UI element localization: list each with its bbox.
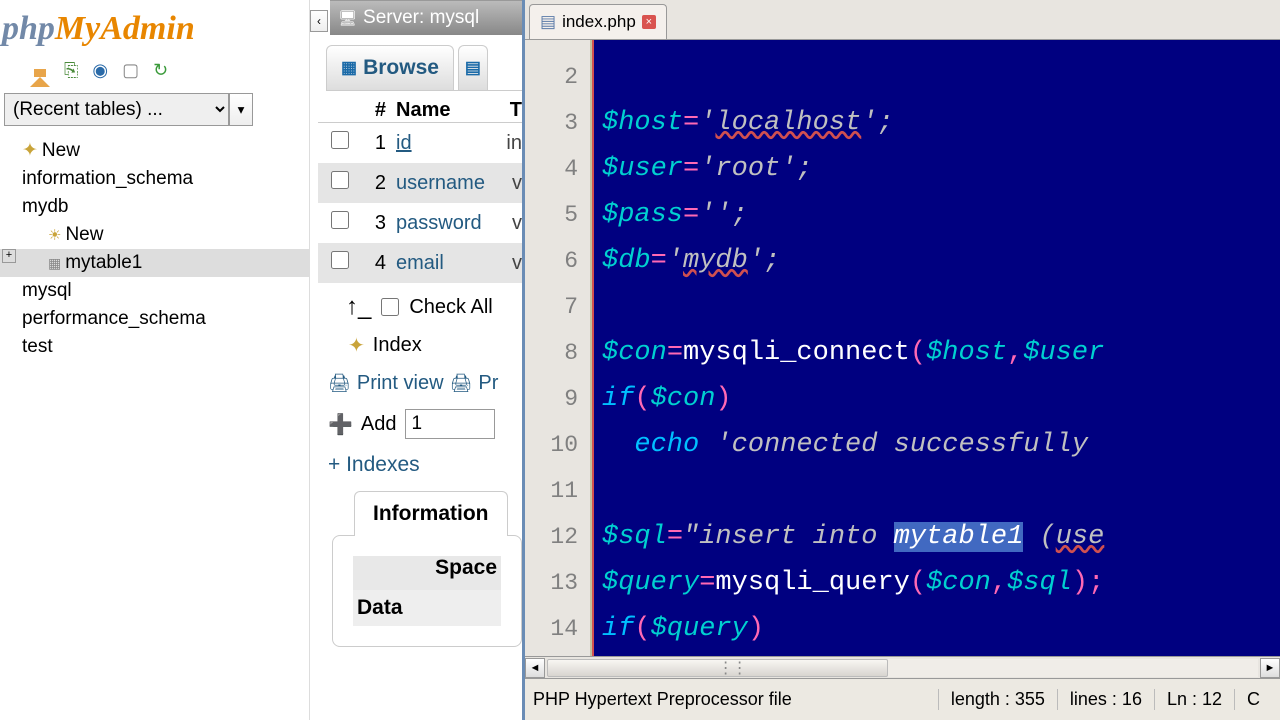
pma-main: ‹ 🖥 Server: mysql ▦ Browse ▤ # Name T 1 … [310,0,522,720]
check-all-checkbox[interactable] [381,298,399,316]
row-checkbox[interactable] [331,171,349,189]
browse-icon: ▦ [341,58,357,78]
row-checkbox[interactable] [331,131,349,149]
reload-icon[interactable]: ↻ [153,60,168,81]
col-num: # [362,99,392,122]
col-name[interactable]: Name [392,99,510,122]
tree-db-mydb[interactable]: mydb [0,193,309,221]
tree-db-test[interactable]: test [0,333,309,361]
recent-tables-select[interactable]: (Recent tables) ... [4,93,229,126]
row-name[interactable]: password [392,212,508,235]
col-type: T [510,99,522,122]
line-gutter: 234567891011121314 [525,40,592,656]
close-tab-icon[interactable]: × [642,15,656,29]
table-row: 3 password v [318,203,522,243]
arrow-up-icon: ↑_ [346,293,371,321]
code-editor: ▤ index.php × 234567891011121314 $host='… [522,0,1280,720]
editor-tabbar: ▤ index.php × [525,0,1280,40]
logo-admin: Admin [100,10,194,47]
row-num: 1 [362,132,392,155]
print2-icon: 🖨 [450,373,473,394]
row-num: 3 [362,212,392,235]
row-num: 4 [362,252,392,275]
row-num: 2 [362,172,392,195]
data-label: Data [353,590,501,626]
scroll-right-button[interactable]: ► [1260,658,1280,678]
php-file-icon: ▤ [540,12,556,32]
print-view-link[interactable]: Print view [357,372,444,395]
index-link[interactable]: Index [373,334,422,357]
tree-db-performance-schema[interactable]: performance_schema [0,305,309,333]
scroll-left-button[interactable]: ◄ [525,658,545,678]
pma-sidebar: phpMyAdmin ⎘ ◉ ▢ ↻ (Recent tables) ... ▾… [0,0,310,720]
row-name[interactable]: email [392,252,508,275]
pma-toolbar: ⎘ ◉ ▢ ↻ [0,56,309,89]
collapse-sidebar-button[interactable]: ‹ [310,10,328,32]
tree-db-mysql[interactable]: mysql [0,277,309,305]
row-type: v [508,172,522,195]
tree-expand-icon[interactable]: + [2,249,16,263]
tree-new[interactable]: ✦New [0,136,309,165]
logout-icon[interactable]: ⎘ [64,60,78,81]
add-count-input[interactable] [405,409,495,439]
docs-icon[interactable]: ▢ [122,60,139,81]
logo-php: php [2,10,55,47]
print-icon: 🖨 [328,373,351,394]
row-checkbox[interactable] [331,211,349,229]
status-length: length : 355 [938,689,1057,710]
recent-dropdown-button[interactable]: ▾ [229,93,253,126]
row-checkbox[interactable] [331,251,349,269]
information-tab[interactable]: Information [354,491,508,536]
horizontal-scrollbar[interactable]: ◄ ► [525,656,1280,678]
table-row: 4 email v [318,243,522,283]
index-icon: ✦ [348,333,365,358]
scroll-thumb[interactable] [547,659,888,677]
tab-next[interactable]: ▤ [458,45,488,90]
logo-my: My [55,10,100,47]
server-label: Server: mysql [363,7,479,29]
information-box: Space Data [332,535,522,647]
row-name[interactable]: username [392,172,508,195]
server-icon: 🖥 [338,9,357,27]
tab-browse[interactable]: ▦ Browse [326,45,454,90]
status-line: Ln : 12 [1154,689,1234,710]
code-area[interactable]: $host='localhost';$user='root';$pass='';… [592,40,1280,656]
home-icon[interactable] [30,60,50,81]
database-tree: ✦New information_schema mydb ☀New + ▦myt… [0,134,309,361]
space-header: Space [353,556,501,590]
row-name[interactable]: id [392,132,502,155]
status-filetype: PHP Hypertext Preprocessor file [533,689,938,710]
row-type: in [502,132,522,155]
tree-mydb-new[interactable]: ☀New [0,221,309,249]
print2-link[interactable]: Pr [478,372,498,395]
add-label: Add [361,413,397,436]
check-all-label[interactable]: Check All [409,296,492,319]
pma-logo: phpMyAdmin [0,0,309,56]
table-row: 2 username v [318,163,522,203]
table-row: 1 id in [318,123,522,163]
row-type: v [508,252,522,275]
status-col: C [1234,689,1272,710]
editor-status-bar: PHP Hypertext Preprocessor file length :… [525,678,1280,720]
status-lines: lines : 16 [1057,689,1154,710]
tree-db-information-schema[interactable]: information_schema [0,165,309,193]
editor-tab-index[interactable]: ▤ index.php × [529,4,667,39]
indexes-toggle[interactable]: + Indexes [318,449,522,487]
server-breadcrumb: 🖥 Server: mysql [330,0,522,35]
add-icon: ➕ [328,412,353,437]
row-type: v [508,212,522,235]
columns-header: # Name T [318,99,522,123]
editor-tab-label: index.php [562,12,636,32]
structure-icon: ▤ [465,58,481,78]
sql-icon[interactable]: ◉ [92,60,108,81]
tree-table-mytable1[interactable]: ▦mytable1 [0,249,309,277]
